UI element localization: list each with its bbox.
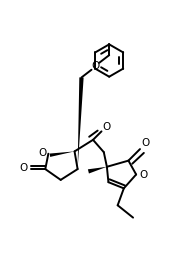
Text: O: O [140, 170, 148, 180]
Polygon shape [88, 167, 107, 174]
Text: O: O [141, 138, 149, 148]
Text: O: O [102, 122, 110, 132]
Text: O: O [20, 163, 28, 173]
Text: O: O [38, 148, 46, 158]
Polygon shape [50, 151, 74, 157]
Text: O: O [91, 61, 100, 71]
Polygon shape [78, 77, 84, 169]
